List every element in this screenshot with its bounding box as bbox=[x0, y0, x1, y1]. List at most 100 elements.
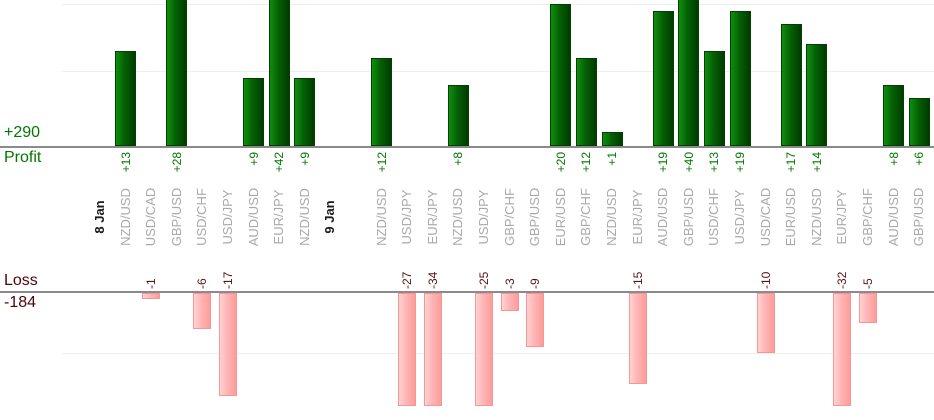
profit-bar bbox=[780, 24, 802, 146]
loss-value-label: -6 bbox=[195, 278, 210, 289]
profit-bar bbox=[678, 0, 700, 146]
profit-value-label: +13 bbox=[118, 152, 133, 173]
profit-bar bbox=[447, 85, 469, 146]
pair-label: EUR/JPY bbox=[834, 189, 850, 245]
loss-bar bbox=[193, 293, 212, 329]
profit-value-label: +6 bbox=[912, 152, 927, 166]
loss-value-label: -3 bbox=[502, 278, 517, 289]
pair-label: NZD/USD bbox=[604, 188, 619, 246]
profit-bar bbox=[806, 44, 828, 146]
profit-value-label: +42 bbox=[272, 152, 287, 173]
pair-label: USD/JPY bbox=[732, 189, 747, 245]
profit-value-label: +9 bbox=[297, 152, 312, 166]
loss-axis-line bbox=[0, 291, 934, 293]
profit-bar bbox=[550, 4, 572, 146]
profit-bar bbox=[294, 78, 316, 146]
pair-label: GBP/CHF bbox=[860, 188, 875, 246]
loss-value-label: -32 bbox=[835, 271, 850, 289]
loss-value-label: -1 bbox=[144, 278, 159, 289]
loss-value-label: -17 bbox=[221, 271, 235, 289]
loss-value-label: -10 bbox=[758, 271, 773, 289]
date-label: 9 Jan bbox=[322, 200, 338, 234]
pair-label: USD/JPY bbox=[220, 189, 235, 245]
profit-value-label: +8 bbox=[451, 152, 466, 166]
profit-bar bbox=[166, 0, 188, 146]
pair-label: AUD/USD bbox=[245, 187, 261, 247]
loss-value-label: -5 bbox=[861, 278, 875, 289]
pair-label: EUR/JPY bbox=[271, 189, 287, 245]
loss-axis-label: Loss bbox=[4, 272, 38, 289]
pair-label: NZD/USD bbox=[373, 188, 389, 246]
loss-bar bbox=[628, 293, 647, 384]
profit-value-label: +20 bbox=[553, 152, 568, 173]
profit-bar bbox=[371, 58, 393, 146]
profit-bar bbox=[652, 11, 674, 146]
pair-label: NZD/USD bbox=[296, 188, 312, 246]
profit-bar bbox=[703, 51, 725, 146]
pair-label: GBP/CHF bbox=[578, 188, 594, 246]
loss-bar bbox=[219, 293, 237, 396]
profit-axis-line bbox=[0, 146, 934, 148]
pair-label: EUR/USD bbox=[552, 187, 568, 247]
date-label: 8 Jan bbox=[92, 200, 107, 234]
profit-bar bbox=[883, 85, 905, 146]
profit-bar bbox=[243, 78, 265, 146]
profit-value-label: +1 bbox=[605, 152, 619, 166]
loss-bar bbox=[833, 293, 852, 406]
profit-value-label: +19 bbox=[656, 152, 671, 173]
pair-label: USD/CHF bbox=[194, 188, 210, 246]
profit-value-label: +9 bbox=[246, 152, 261, 166]
pair-label: NZD/USD bbox=[450, 188, 466, 246]
profit-value-label: +28 bbox=[169, 152, 184, 173]
pair-label: EUR/USD bbox=[783, 187, 799, 247]
loss-value-label: -25 bbox=[477, 271, 491, 289]
loss-value-label: -15 bbox=[630, 271, 645, 289]
pair-label: USD/CAD bbox=[143, 187, 159, 247]
pair-label: GBP/USD bbox=[911, 187, 927, 247]
profit-value-label: +40 bbox=[681, 152, 696, 173]
loss-value-label: -34 bbox=[425, 271, 440, 289]
loss-bar bbox=[423, 293, 442, 406]
profit-value-label: +19 bbox=[733, 152, 747, 173]
profit-value-label: +8 bbox=[886, 152, 901, 166]
profit-value-label: +13 bbox=[707, 152, 722, 173]
profit-bar bbox=[115, 51, 137, 146]
pair-label: AUD/USD bbox=[885, 187, 901, 247]
pair-label: EUR/JPY bbox=[424, 189, 440, 245]
gridline bbox=[62, 4, 934, 5]
profit-value-label: +12 bbox=[579, 152, 594, 173]
loss-value-label: -27 bbox=[400, 271, 415, 289]
profit-axis-label: Profit bbox=[4, 149, 42, 166]
loss-bar bbox=[475, 293, 493, 406]
loss-bar bbox=[859, 293, 877, 323]
loss-total: -184 bbox=[4, 294, 37, 311]
pair-label: USD/CHF bbox=[706, 188, 722, 246]
profit-value-label: +12 bbox=[374, 152, 389, 173]
loss-bar bbox=[526, 293, 545, 347]
profit-bar bbox=[268, 0, 290, 146]
pair-label: GBP/USD bbox=[527, 187, 543, 247]
pair-label: USD/CAD bbox=[757, 187, 773, 247]
pair-label: USD/JPY bbox=[476, 189, 491, 245]
pair-label: EUR/JPY bbox=[629, 189, 645, 245]
pair-label: USD/JPY bbox=[399, 189, 415, 245]
pair-label: AUD/USD bbox=[655, 187, 671, 247]
pair-label: GBP/USD bbox=[680, 187, 696, 247]
profit-value-label: +14 bbox=[809, 152, 824, 173]
pair-label: NZD/USD bbox=[808, 188, 824, 246]
profit-total: +290 bbox=[4, 124, 41, 141]
pair-label: NZD/USD bbox=[117, 188, 133, 246]
profit-bar bbox=[601, 132, 623, 146]
profit-bar bbox=[908, 98, 930, 146]
loss-bar bbox=[500, 293, 519, 311]
loss-bar bbox=[398, 293, 417, 406]
profit-bar bbox=[729, 11, 751, 146]
loss-value-label: -9 bbox=[528, 278, 543, 289]
pair-label: GBP/USD bbox=[168, 187, 184, 247]
gridline bbox=[62, 353, 934, 354]
profit-bar bbox=[575, 58, 597, 146]
loss-bar bbox=[142, 293, 161, 299]
pair-label: GBP/CHF bbox=[501, 188, 517, 246]
